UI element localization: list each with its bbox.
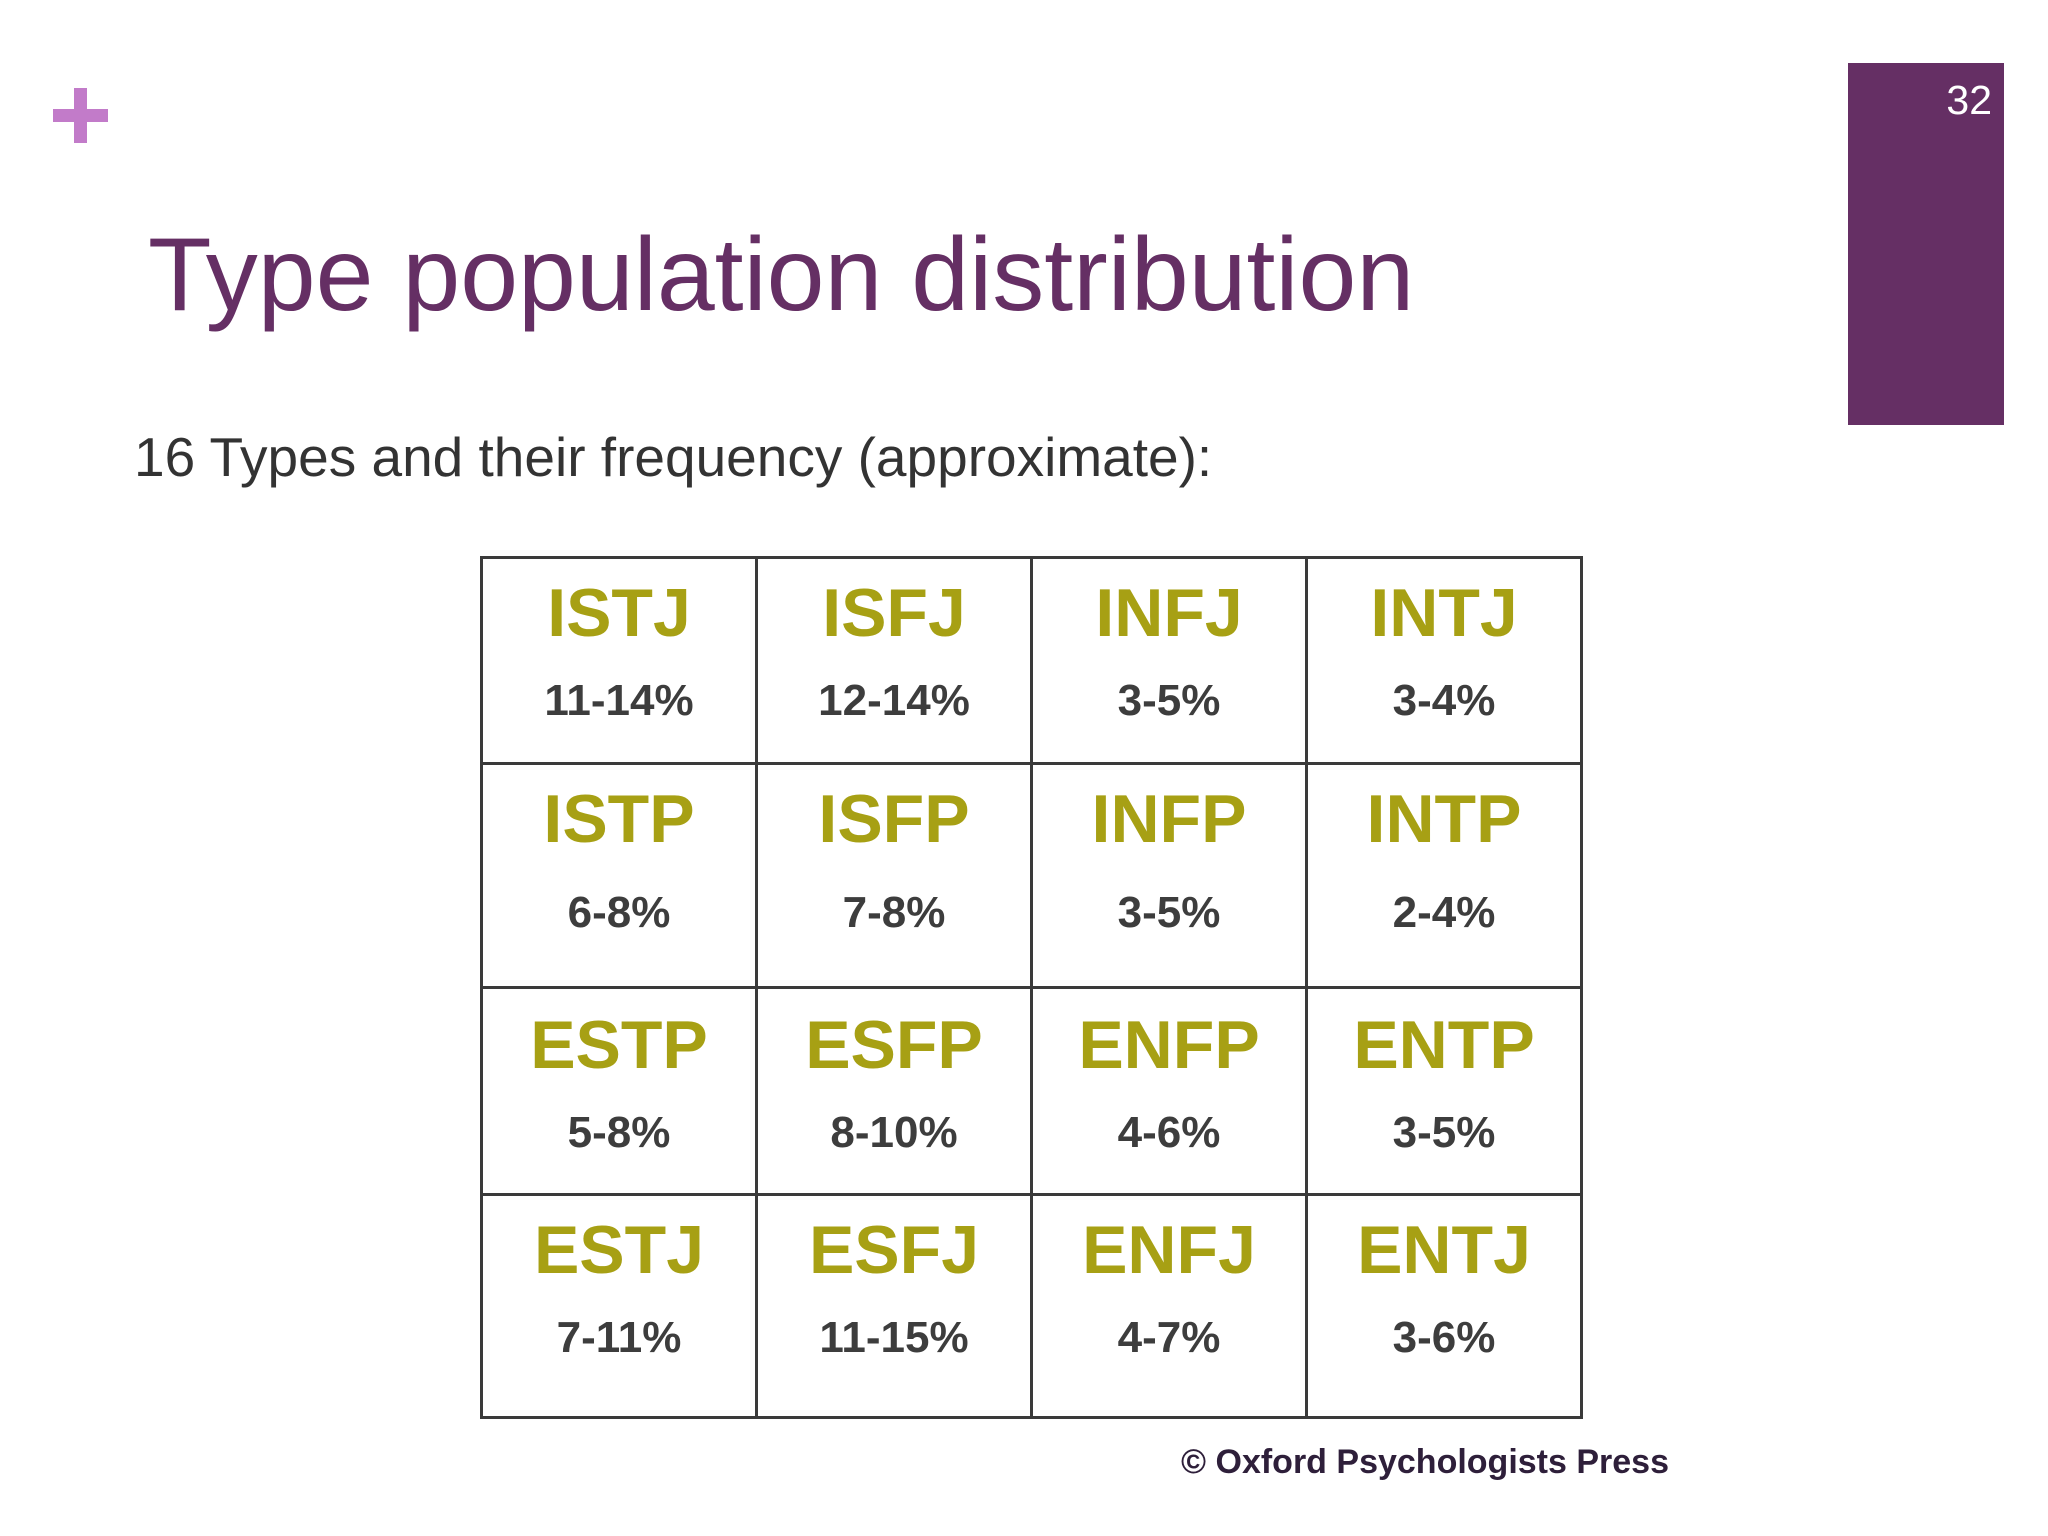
page-number-bar: 32 [1848,63,2004,425]
type-code: ESFJ [808,1212,980,1288]
type-frequency: 5-8% [567,1108,671,1157]
type-cell: INTP 2-4% [1305,762,1583,989]
table-row: ESTP 5-8% ESFP 8-10% ENFP 4-6% ENTP 3-5% [480,986,1583,1196]
type-code: INTP [1366,781,1522,857]
type-cell: INFP 3-5% [1030,762,1308,989]
type-cell: ENTP 3-5% [1305,986,1583,1196]
type-cell: ESTJ 7-11% [480,1193,758,1419]
type-frequency: 3-4% [1392,676,1496,725]
type-frequency: 3-5% [1117,676,1221,725]
type-frequency: 7-11% [556,1313,682,1362]
type-cell: ENTJ 3-6% [1305,1193,1583,1419]
type-cell: ENFP 4-6% [1030,986,1308,1196]
type-code: ENFP [1078,1007,1260,1083]
type-code: ESFP [805,1007,983,1083]
type-code: INTJ [1370,575,1518,651]
type-code: ISTP [543,781,695,857]
type-code: ESTP [530,1007,708,1083]
type-code: INFJ [1095,575,1243,651]
type-frequency: 11-14% [544,676,694,725]
type-cell: ISFJ 12-14% [755,556,1033,765]
type-cell: ESFP 8-10% [755,986,1033,1196]
page-title: Type population distribution [148,217,1415,333]
plus-icon [53,88,108,143]
type-cell: ESFJ 11-15% [755,1193,1033,1419]
type-code: ENFJ [1082,1212,1256,1288]
type-code: ISTJ [547,575,691,651]
type-code: ISFP [818,781,970,857]
type-cell: ENFJ 4-7% [1030,1193,1308,1419]
type-code: INFP [1091,781,1247,857]
type-frequency: 2-4% [1392,888,1496,937]
type-cell: ISFP 7-8% [755,762,1033,989]
table-row: ESTJ 7-11% ESFJ 11-15% ENFJ 4-7% ENTJ 3-6% [480,1193,1583,1419]
type-frequency: 3-6% [1392,1313,1496,1362]
type-cell: ISTJ 11-14% [480,556,758,765]
type-code: ISFJ [822,575,966,651]
type-frequency: 4-7% [1117,1313,1221,1362]
type-code: ESTJ [533,1212,705,1288]
table-row: ISTP 6-8% ISFP 7-8% INFP 3-5% INTP 2-4% [480,762,1583,989]
type-frequency-table: ISTJ 11-14% ISFJ 12-14% INFJ 3-5% INTJ 3-4% … [480,556,1583,1419]
type-frequency: 8-10% [830,1108,958,1157]
page-number: 32 [1946,77,1992,123]
type-cell: ESTP 5-8% [480,986,758,1196]
type-frequency: 11-15% [819,1313,969,1362]
type-cell: ISTP 6-8% [480,762,758,989]
type-code: ENTJ [1357,1212,1531,1288]
type-cell: INTJ 3-4% [1305,556,1583,765]
type-frequency: 3-5% [1117,888,1221,937]
type-code: ENTP [1353,1007,1535,1083]
table-row: ISTJ 11-14% ISFJ 12-14% INFJ 3-5% INTJ 3-4% [480,556,1583,765]
type-frequency: 3-5% [1392,1108,1496,1157]
type-cell: INFJ 3-5% [1030,556,1308,765]
type-frequency: 4-6% [1117,1108,1221,1157]
type-frequency: 7-8% [842,888,946,937]
type-frequency: 12-14% [818,676,970,725]
copyright-notice: © Oxford Psychologists Press [1181,1443,1669,1481]
subtitle: 16 Types and their frequency (approximat… [134,426,1213,488]
type-frequency: 6-8% [567,888,671,937]
